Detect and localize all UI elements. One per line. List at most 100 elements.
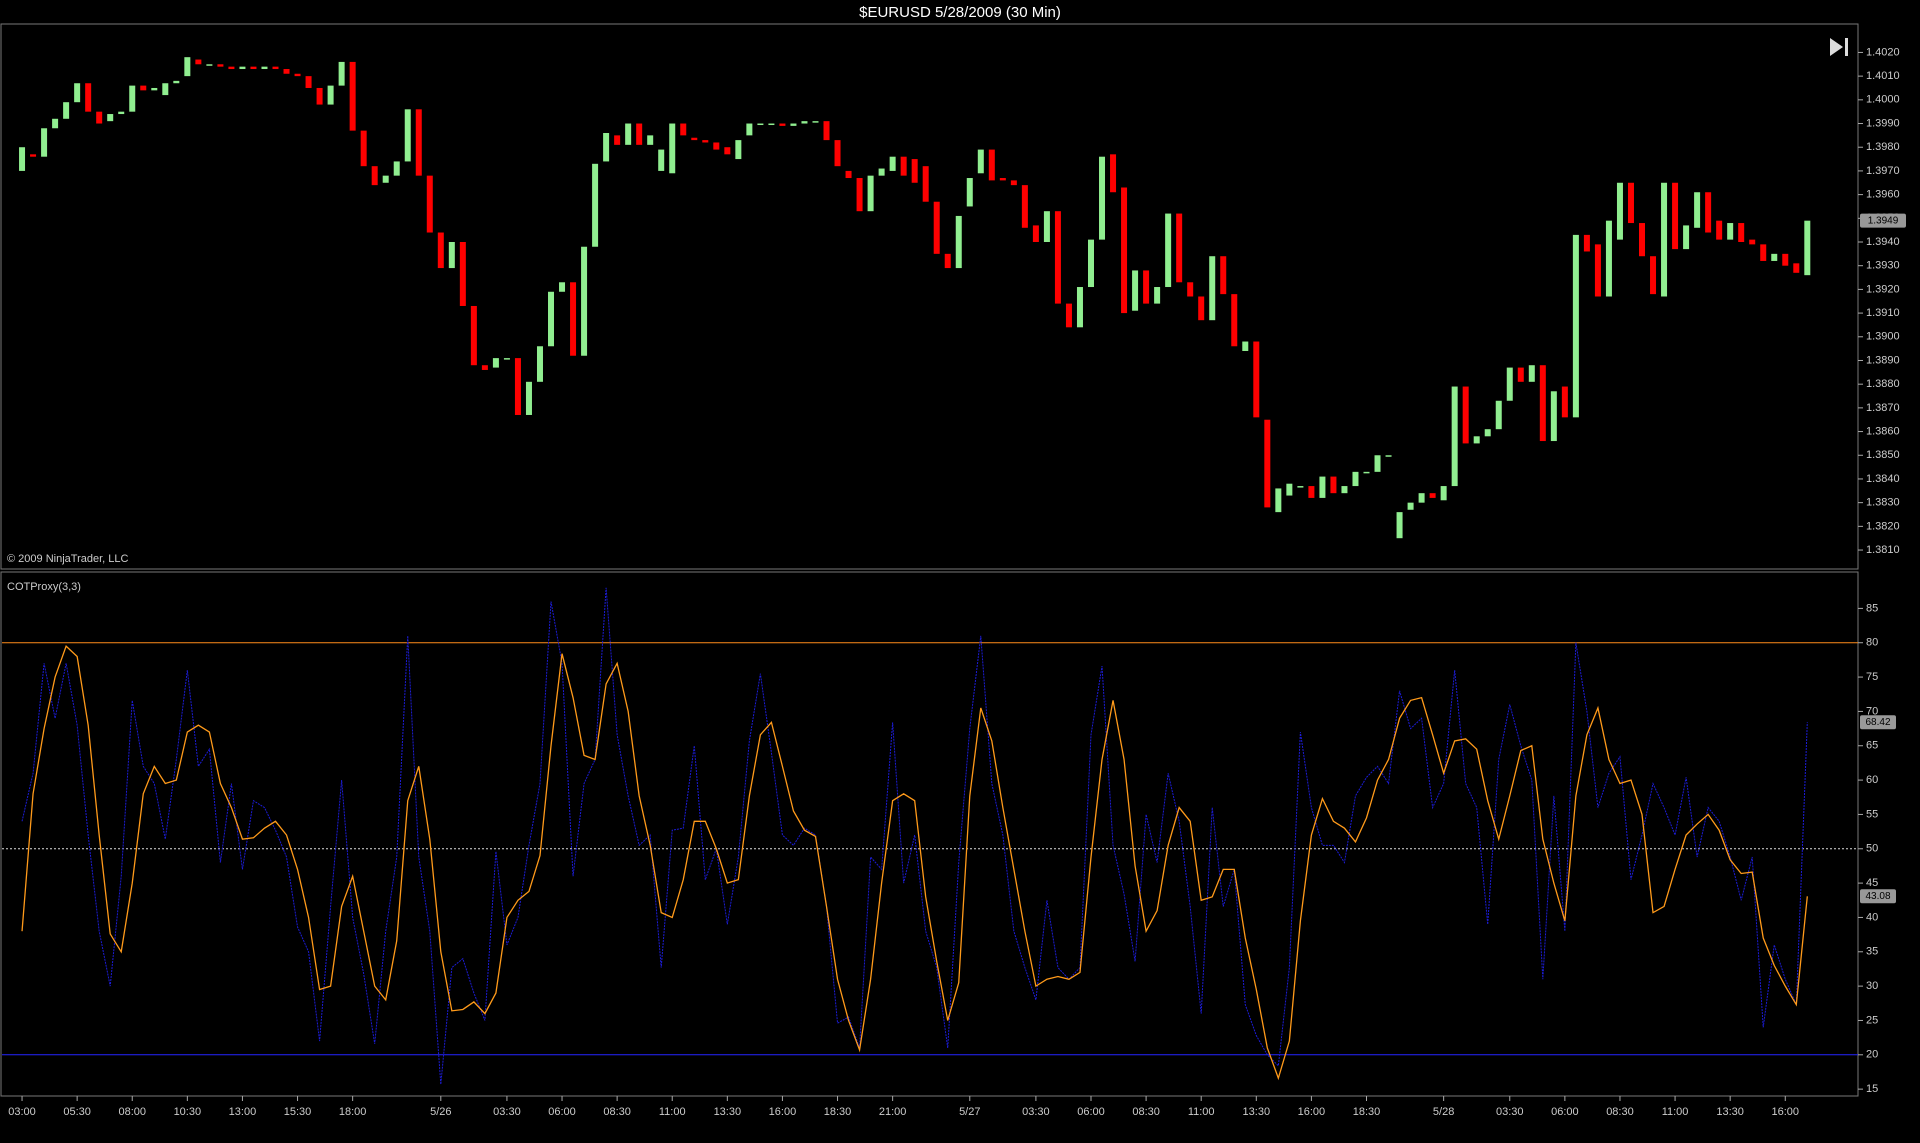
candle-body: [1451, 386, 1458, 487]
candle-body: [1782, 253, 1789, 266]
candle-body: [1716, 220, 1723, 240]
candle-body: [1176, 213, 1183, 283]
y-tick-label: 1.3840: [1866, 473, 1900, 485]
candle-body: [349, 61, 356, 131]
candle-body: [1627, 182, 1634, 224]
x-tick-label: 11:00: [1662, 1106, 1689, 1118]
y-tick-label: 50: [1866, 843, 1878, 855]
candle-body: [1650, 256, 1657, 295]
candle-body: [1418, 493, 1425, 503]
candle-body: [636, 123, 643, 145]
candle-body: [1429, 493, 1436, 498]
candle-body: [1517, 367, 1524, 382]
candle-body: [1286, 483, 1293, 496]
candle-body: [1087, 239, 1094, 288]
x-tick-label: 03:30: [1022, 1106, 1050, 1118]
candle-body: [1054, 211, 1061, 304]
candle-body: [1407, 502, 1414, 510]
candle-body: [1683, 225, 1690, 250]
y-tick-label: 1.3880: [1866, 378, 1900, 390]
candle-body: [426, 175, 433, 233]
y-tick-label: 1.3820: [1866, 520, 1900, 532]
price-panel-frame: [0, 23, 1859, 570]
candle-body: [1231, 294, 1238, 347]
indicator-line: [21, 645, 1808, 1081]
candle-body: [1132, 270, 1139, 311]
x-tick-label: 13:30: [1716, 1106, 1744, 1118]
y-tick-label: 1.3990: [1866, 117, 1900, 129]
y-tick-label: 1.3930: [1866, 260, 1900, 272]
y-tick-label: 1.3940: [1866, 236, 1900, 248]
last-value-tag: [1860, 715, 1896, 730]
x-tick-label: 03:30: [1496, 1106, 1524, 1118]
y-tick-label: 35: [1866, 946, 1878, 958]
x-tick-label: 5/28: [1433, 1106, 1454, 1118]
candle-body: [1672, 182, 1679, 250]
candle-body: [1220, 256, 1227, 295]
candle-body: [1308, 486, 1315, 498]
candle-body: [1583, 234, 1590, 252]
candle-body: [581, 246, 588, 356]
x-tick-label: 06:00: [1077, 1106, 1105, 1118]
y-tick-label: 75: [1866, 671, 1878, 683]
candle-body: [845, 170, 852, 179]
candle-body: [1572, 234, 1579, 418]
candle-body: [1065, 303, 1072, 328]
candle-body: [272, 66, 279, 70]
y-tick-label: 1.3960: [1866, 189, 1900, 201]
candle-body: [1264, 419, 1271, 508]
last-value-label: 68.42: [1865, 717, 1890, 728]
y-tick-label: 1.3870: [1866, 402, 1900, 414]
candle-body: [459, 242, 466, 306]
candle-body: [570, 282, 577, 356]
candle-body: [1705, 192, 1712, 233]
candle-body: [889, 156, 896, 171]
candle-body: [1462, 386, 1469, 444]
candle-body: [625, 123, 632, 145]
x-tick-label: 16:00: [1772, 1106, 1800, 1118]
x-tick-label: 18:00: [339, 1106, 367, 1118]
y-tick-label: 1.3810: [1866, 544, 1900, 556]
candle-body: [1639, 223, 1646, 257]
candle-body: [790, 123, 797, 126]
x-tick-label: 11:00: [1188, 1106, 1215, 1118]
y-tick-label: 40: [1866, 911, 1878, 923]
candle-body: [1187, 282, 1194, 297]
candle-body: [801, 121, 808, 124]
x-tick-label: 05:30: [63, 1106, 91, 1118]
candle-body: [1539, 365, 1546, 442]
x-tick-label: 16:00: [769, 1106, 797, 1118]
candle-body: [1110, 154, 1117, 193]
y-tick-label: 1.3890: [1866, 354, 1900, 366]
candle-body: [1341, 486, 1348, 494]
y-tick-label: 1.4020: [1866, 46, 1900, 58]
candle-body: [1495, 400, 1502, 430]
y-tick-label: 1.4000: [1866, 94, 1900, 106]
candle-body: [834, 140, 841, 167]
y-tick-label: 60: [1866, 774, 1878, 786]
candle-body: [1076, 287, 1083, 328]
candle-body: [1506, 367, 1513, 401]
last-price-label: 1.3949: [1868, 215, 1899, 226]
x-tick-label: 15:30: [284, 1106, 312, 1118]
candle-body: [492, 358, 499, 368]
candle-body: [592, 163, 599, 247]
x-tick-label: 16:00: [1298, 1106, 1326, 1118]
candle-body: [525, 381, 532, 415]
candle-body: [1154, 287, 1161, 304]
scroll-end-button[interactable]: [1830, 38, 1848, 56]
candle-body: [1694, 192, 1701, 228]
candle-body: [503, 358, 510, 360]
x-tick-label: 13:30: [714, 1106, 742, 1118]
candle-body: [735, 140, 742, 160]
candle-body: [1396, 512, 1403, 539]
candle-body: [680, 123, 687, 136]
candle-body: [1760, 244, 1767, 261]
y-tick-label: 1.3860: [1866, 425, 1900, 437]
x-tick-label: 08:30: [1606, 1106, 1634, 1118]
candle-body: [184, 57, 191, 77]
x-tick-label: 18:30: [1353, 1106, 1381, 1118]
candle-body: [658, 149, 665, 171]
y-tick-label: 1.4010: [1866, 70, 1900, 82]
candle-body: [1209, 256, 1216, 321]
